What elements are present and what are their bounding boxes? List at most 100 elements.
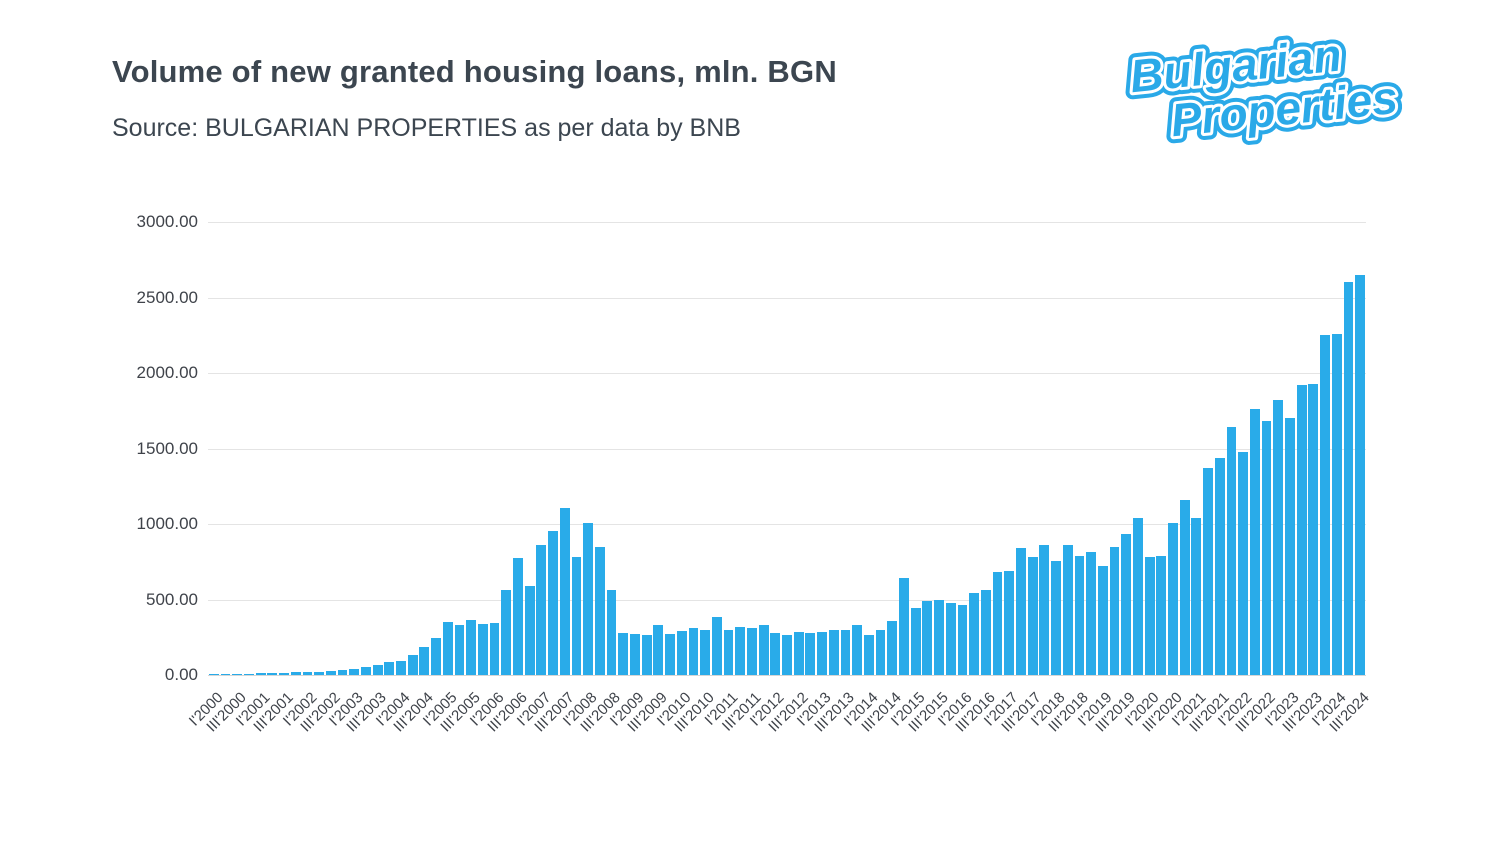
bar: [1355, 274, 1366, 675]
bar: [1027, 557, 1038, 675]
bar: [1016, 548, 1026, 675]
bar: [255, 673, 266, 675]
chart-title: Volume of new granted housing loans, mln…: [112, 54, 837, 89]
bar: [384, 662, 395, 675]
bar: [1249, 409, 1260, 675]
bar: [1226, 427, 1237, 675]
bar: [1261, 421, 1272, 675]
bar: [1074, 555, 1085, 675]
bar: [828, 629, 839, 675]
x-axis: I'2000 III'2000 I'2001 III'2001 I'2002 III'20…: [186, 681, 1373, 791]
bar: [279, 672, 289, 675]
plot-area: [208, 222, 1366, 676]
bar: [548, 530, 558, 675]
bar: [1097, 566, 1108, 675]
gridline: [208, 373, 1366, 374]
gridline: [208, 675, 1366, 676]
bar: [571, 557, 582, 675]
bar: [1331, 333, 1342, 675]
bar: [735, 626, 746, 675]
bar: [1132, 517, 1143, 675]
bar: [325, 670, 336, 675]
bar: [583, 522, 594, 675]
bar: [793, 631, 804, 675]
bar: [945, 602, 956, 675]
bar: [244, 673, 254, 675]
bar-chart: 0.00 500.00 1000.00 1500.00 2000.00 2500.00 30…: [100, 200, 1400, 800]
bar: [372, 665, 383, 675]
bar: [992, 572, 1003, 675]
bar: [782, 635, 792, 675]
chart-source: Source: BULGARIAN PROPERTIES as per data…: [112, 114, 741, 142]
bar: [396, 660, 406, 675]
bar: [1343, 282, 1354, 675]
gridline: [208, 524, 1366, 525]
gridline: [208, 297, 1366, 299]
y-axis-tick-label: 1500.00: [136, 438, 198, 458]
y-axis-tick-label: 500.00: [146, 589, 198, 609]
bar: [934, 599, 944, 675]
bar: [1121, 533, 1132, 675]
bar: [501, 590, 512, 675]
bar: [513, 557, 523, 675]
bar: [887, 621, 898, 675]
bar: [220, 674, 231, 675]
bar: [1296, 385, 1307, 675]
bar: [1203, 468, 1213, 675]
bar: [676, 631, 687, 675]
bar: [1191, 517, 1202, 675]
bar: [817, 631, 827, 675]
bar: [337, 669, 348, 675]
bar: [1051, 561, 1061, 675]
bar: [746, 628, 757, 675]
bar: [431, 638, 441, 675]
bar: [267, 673, 278, 675]
bar: [349, 668, 360, 675]
gridline: [208, 599, 1366, 601]
bar: [407, 655, 418, 675]
bar: [653, 625, 664, 675]
y-axis: 0.00 500.00 1000.00 1500.00 2000.00 2500.00 30…: [100, 212, 198, 684]
bar: [232, 673, 243, 675]
bar: [1308, 383, 1319, 675]
bar: [1109, 546, 1120, 675]
bar: [1062, 545, 1073, 675]
y-axis-tick-label: 0.00: [164, 665, 198, 684]
bar: [466, 619, 477, 675]
bar: [840, 630, 851, 675]
y-axis-tick-label: 2000.00: [136, 363, 198, 382]
bar: [758, 625, 769, 675]
bar: [922, 601, 933, 675]
bar: [524, 585, 535, 675]
bar: [980, 590, 991, 675]
bar: [559, 508, 570, 675]
bar: [910, 607, 921, 675]
bar: [208, 674, 219, 675]
bar: [700, 629, 711, 675]
bar: [852, 625, 863, 675]
bar: [969, 592, 980, 675]
bar: [454, 625, 465, 675]
bar: [1004, 570, 1015, 675]
bar: [1320, 335, 1330, 675]
bar: [489, 622, 500, 675]
bar: [805, 632, 816, 675]
bar: [477, 623, 488, 675]
y-axis-tick-label: 3000.00: [136, 212, 198, 231]
bar: [1238, 451, 1249, 675]
y-axis-tick-label: 2500.00: [136, 287, 198, 307]
bar: [770, 632, 781, 675]
y-axis-tick-label: 1000.00: [136, 514, 198, 533]
bar: [606, 590, 617, 675]
bar: [1179, 499, 1190, 675]
bar: [665, 634, 675, 675]
bar: [723, 629, 734, 675]
bar: [1156, 555, 1167, 675]
bar: [302, 672, 313, 675]
bar: [1285, 418, 1295, 675]
bar: [630, 634, 640, 675]
gridline: [208, 448, 1366, 450]
bar: [711, 616, 722, 675]
bar: [875, 629, 886, 675]
